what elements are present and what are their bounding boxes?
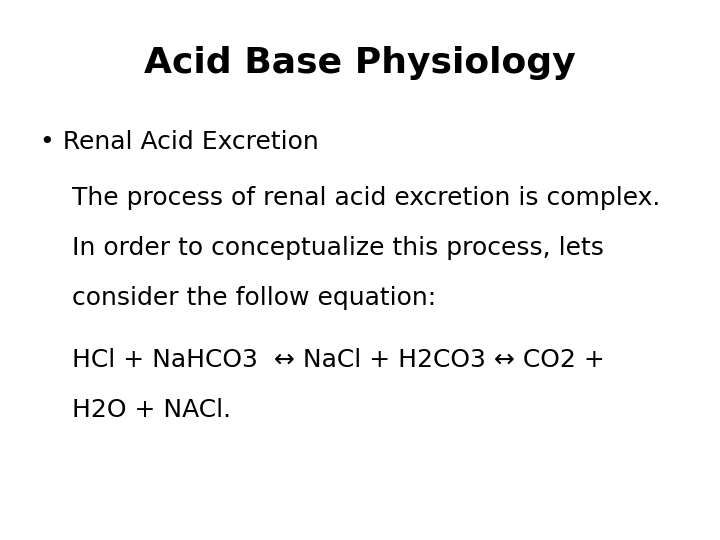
Text: Acid Base Physiology: Acid Base Physiology — [144, 46, 576, 80]
Text: HCl + NaHCO3  ↔ NaCl + H2CO3 ↔ CO2 +: HCl + NaHCO3 ↔ NaCl + H2CO3 ↔ CO2 + — [72, 348, 605, 372]
Text: In order to conceptualize this process, lets: In order to conceptualize this process, … — [72, 236, 604, 260]
Text: The process of renal acid excretion is complex.: The process of renal acid excretion is c… — [72, 186, 660, 210]
Text: H2O + NACl.: H2O + NACl. — [72, 398, 231, 422]
Text: consider the follow equation:: consider the follow equation: — [72, 286, 436, 309]
Text: • Renal Acid Excretion: • Renal Acid Excretion — [40, 130, 318, 153]
